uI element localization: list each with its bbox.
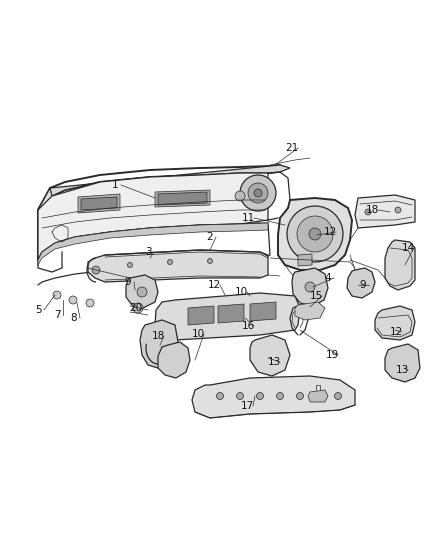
Polygon shape <box>140 320 178 368</box>
Circle shape <box>335 392 342 400</box>
Polygon shape <box>38 173 268 260</box>
Polygon shape <box>385 240 415 290</box>
Circle shape <box>92 266 100 274</box>
Polygon shape <box>250 302 276 321</box>
Polygon shape <box>155 190 210 207</box>
Polygon shape <box>375 306 415 340</box>
Circle shape <box>69 296 77 304</box>
Circle shape <box>216 392 223 400</box>
Text: 8: 8 <box>71 313 78 323</box>
Polygon shape <box>192 376 355 418</box>
Polygon shape <box>188 306 214 325</box>
Text: 7: 7 <box>54 310 60 320</box>
Circle shape <box>365 209 371 215</box>
Text: 2: 2 <box>207 232 213 242</box>
Polygon shape <box>38 223 268 265</box>
Text: 14: 14 <box>401 243 415 253</box>
Polygon shape <box>126 275 158 308</box>
Circle shape <box>287 206 343 262</box>
Text: 12: 12 <box>389 327 403 337</box>
Text: 3: 3 <box>145 247 151 257</box>
Circle shape <box>235 191 245 201</box>
Circle shape <box>257 392 264 400</box>
Polygon shape <box>278 198 352 270</box>
Text: 9: 9 <box>125 277 131 287</box>
Text: 13: 13 <box>267 357 281 367</box>
Text: 9: 9 <box>360 280 366 290</box>
Text: 11: 11 <box>241 213 254 223</box>
Polygon shape <box>298 254 312 266</box>
Circle shape <box>133 303 143 313</box>
Polygon shape <box>158 192 207 205</box>
Polygon shape <box>38 188 58 210</box>
Circle shape <box>86 299 94 307</box>
Text: 12: 12 <box>323 227 337 237</box>
Circle shape <box>137 287 147 297</box>
Text: 13: 13 <box>396 365 409 375</box>
Circle shape <box>127 262 133 268</box>
Polygon shape <box>155 293 300 340</box>
Circle shape <box>240 175 276 211</box>
Polygon shape <box>355 195 415 228</box>
Text: 12: 12 <box>207 280 221 290</box>
Text: 18: 18 <box>152 331 165 341</box>
Text: 1: 1 <box>112 180 118 190</box>
Circle shape <box>53 291 61 299</box>
Circle shape <box>208 259 212 263</box>
Text: 19: 19 <box>325 350 339 360</box>
Polygon shape <box>308 390 328 402</box>
Text: 21: 21 <box>286 143 299 153</box>
Polygon shape <box>88 250 268 282</box>
Text: 16: 16 <box>241 321 254 331</box>
Circle shape <box>167 260 173 264</box>
Text: 10: 10 <box>234 287 247 297</box>
Polygon shape <box>218 304 244 323</box>
Polygon shape <box>347 268 375 298</box>
Polygon shape <box>158 342 190 378</box>
Polygon shape <box>250 335 290 376</box>
Circle shape <box>297 216 333 252</box>
Text: 15: 15 <box>309 291 323 301</box>
Text: 20: 20 <box>130 303 142 313</box>
Circle shape <box>248 183 268 203</box>
Circle shape <box>305 282 315 292</box>
Polygon shape <box>50 165 290 196</box>
Text: 4: 4 <box>325 273 331 283</box>
Circle shape <box>309 228 321 240</box>
Circle shape <box>254 189 262 197</box>
Circle shape <box>317 392 324 400</box>
Polygon shape <box>385 344 420 382</box>
Polygon shape <box>81 197 117 210</box>
Polygon shape <box>78 194 120 213</box>
Polygon shape <box>292 268 328 306</box>
Circle shape <box>276 392 283 400</box>
Polygon shape <box>295 302 325 320</box>
Circle shape <box>237 392 244 400</box>
Text: 18: 18 <box>365 205 378 215</box>
Circle shape <box>297 392 304 400</box>
Text: 17: 17 <box>240 401 254 411</box>
Text: 5: 5 <box>35 305 41 315</box>
Circle shape <box>395 207 401 213</box>
Text: 10: 10 <box>191 329 205 339</box>
